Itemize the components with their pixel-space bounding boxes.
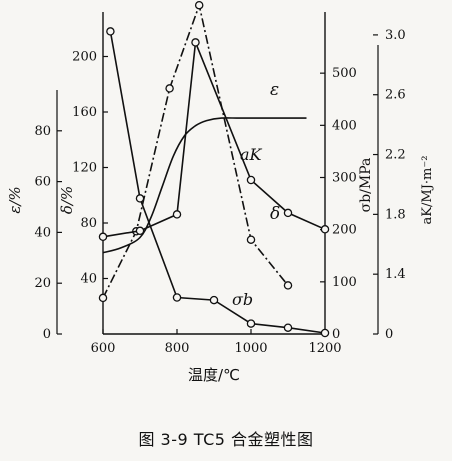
series-label-ak: aK xyxy=(240,145,263,164)
eps-tick-label: 40 xyxy=(34,225,51,240)
delta-tick-label: 200 xyxy=(72,50,97,65)
eps-tick-label: 60 xyxy=(34,175,51,190)
x-tick-label: 800 xyxy=(165,341,190,356)
sigma-tick-label: 0 xyxy=(332,327,340,342)
series-line-eps xyxy=(102,117,307,254)
data-point-ak xyxy=(98,232,108,242)
data-point-ak xyxy=(172,210,182,219)
data-point-ak xyxy=(191,38,200,47)
data-point-delta xyxy=(283,281,293,290)
data-point-ak xyxy=(135,226,145,236)
sigma-tick-label: 100 xyxy=(332,275,357,290)
data-point-sigma xyxy=(320,328,330,338)
ak-tick-label: 1.8 xyxy=(385,207,406,222)
ak-tick-label: 1.4 xyxy=(385,267,406,282)
ak-tick-label: 2.6 xyxy=(385,88,406,103)
delta-tick-label: 80 xyxy=(80,216,97,231)
series-label-sigma: σb xyxy=(232,290,253,309)
delta-tick-label: 120 xyxy=(72,161,97,176)
data-point-ak xyxy=(320,225,330,234)
x-tick-label: 1200 xyxy=(308,341,341,356)
delta-axis-title: δ/% xyxy=(58,186,76,214)
sigma-axis-title: σb/MPa xyxy=(358,158,374,213)
series-line-sigma xyxy=(109,31,326,334)
x-tick-label: 600 xyxy=(91,341,116,356)
data-point-sigma xyxy=(135,194,145,203)
data-point-delta xyxy=(98,293,108,303)
series-label-delta: δ xyxy=(270,204,280,224)
data-point-sigma xyxy=(283,323,293,332)
ak-tick-label: 2.2 xyxy=(385,148,406,163)
data-point-delta xyxy=(165,84,174,93)
sigma-tick-label: 200 xyxy=(332,223,357,238)
data-point-delta xyxy=(194,0,204,10)
data-point-sigma xyxy=(246,319,256,328)
sigma-tick-label: 300 xyxy=(332,171,357,186)
data-point-ak xyxy=(283,208,293,218)
sigma-tick-label: 400 xyxy=(332,118,357,133)
data-point-ak xyxy=(246,175,256,185)
x-axis-title: 温度/℃ xyxy=(188,366,240,384)
delta-tick-label: 160 xyxy=(72,105,97,120)
series-layer xyxy=(98,0,330,338)
eps-axis-title: ε/% xyxy=(6,186,24,213)
ak-axis-title: aK/MJ·m⁻² xyxy=(420,156,435,225)
series-label-eps: ε xyxy=(270,80,279,100)
eps-tick-label: 80 xyxy=(34,124,51,139)
data-point-sigma xyxy=(106,27,115,36)
tick-layer: 600 800 1000 120002040608040801201602000100… xyxy=(34,28,405,356)
data-point-sigma xyxy=(209,295,219,305)
x-tick-label: 1000 xyxy=(234,341,267,356)
ak-tick-label: 0 xyxy=(385,327,393,342)
sigma-tick-label: 500 xyxy=(332,66,357,81)
figure-caption: 图 3-9 TC5 合金塑性图 xyxy=(138,430,314,449)
ak-tick-label: 3.0 xyxy=(385,28,406,43)
data-point-delta xyxy=(246,235,256,244)
delta-tick-label: 40 xyxy=(80,272,97,287)
eps-tick-label: 0 xyxy=(43,327,51,342)
eps-tick-label: 20 xyxy=(34,276,51,291)
data-point-sigma xyxy=(172,293,182,302)
